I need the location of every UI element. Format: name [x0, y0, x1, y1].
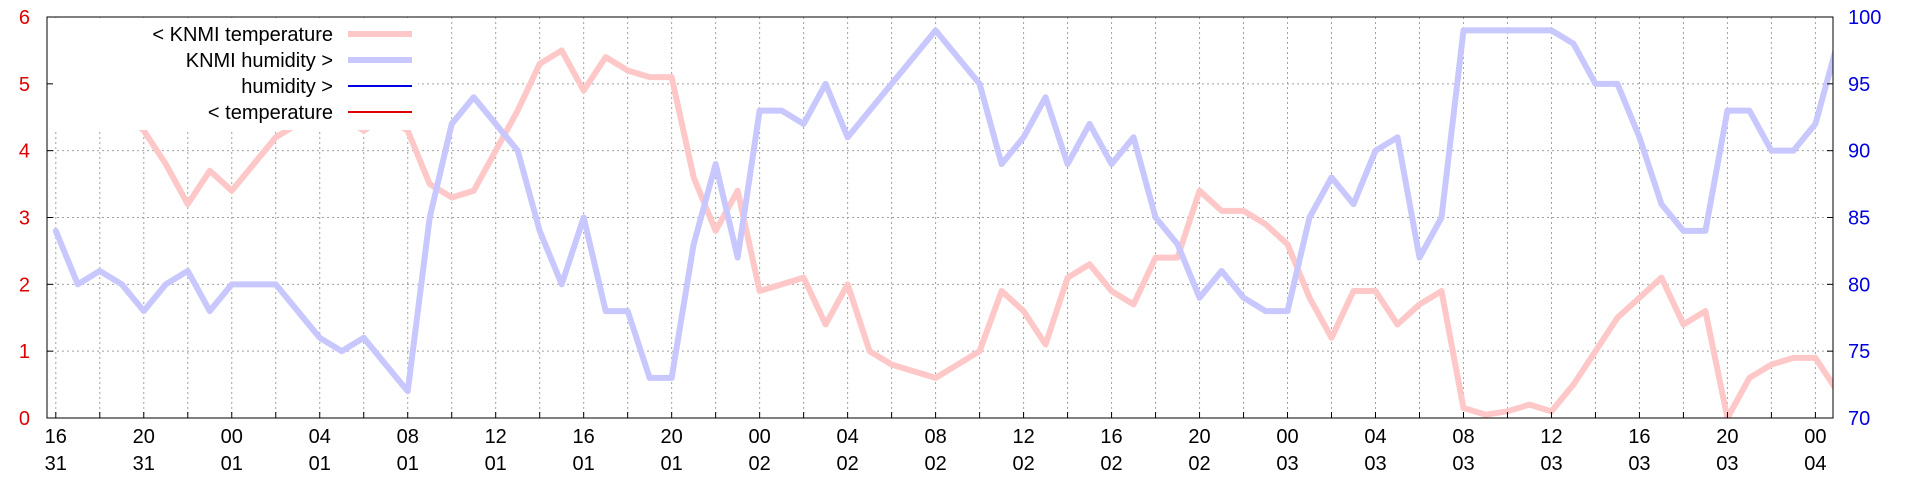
x-tick-label-day: 01 — [573, 453, 595, 475]
x-tick-label-hour: 04 — [1364, 426, 1386, 448]
x-tick-label-day: 02 — [1100, 453, 1122, 475]
axes: 0123456707580859095100163120310001040108… — [19, 7, 1882, 475]
x-tick-label-hour: 16 — [45, 426, 67, 448]
x-tick-label-hour: 08 — [397, 426, 419, 448]
x-tick-label-day: 02 — [924, 453, 946, 475]
series-line-humidity-1 — [52, 27, 1833, 395]
x-tick-label-hour: 20 — [1188, 426, 1210, 448]
x-tick-label-day: 02 — [836, 453, 858, 475]
y-right-tick-label: 95 — [1848, 74, 1870, 96]
y-right-tick-label: 75 — [1848, 341, 1870, 363]
x-tick-label-day: 03 — [1276, 453, 1298, 475]
x-tick-label-hour: 12 — [485, 426, 507, 448]
x-tick-label-day: 03 — [1540, 453, 1562, 475]
x-tick-label-hour: 00 — [1276, 426, 1298, 448]
x-tick-label-hour: 00 — [749, 426, 771, 448]
legend-label: KNMI humidity > — [186, 50, 333, 72]
y-left-tick-label: 6 — [19, 7, 30, 29]
y-left-tick-label: 1 — [19, 341, 30, 363]
x-tick-label-day: 04 — [1804, 453, 1826, 475]
x-tick-label-hour: 04 — [836, 426, 858, 448]
x-tick-label-day: 01 — [221, 453, 243, 475]
x-tick-label-hour: 20 — [133, 426, 155, 448]
x-tick-label-hour: 12 — [1012, 426, 1034, 448]
y-right-tick-label: 100 — [1848, 7, 1881, 29]
legend-label: humidity > — [241, 76, 333, 98]
x-tick-label-hour: 20 — [661, 426, 683, 448]
x-tick-label-hour: 00 — [1804, 426, 1826, 448]
y-left-tick-label: 2 — [19, 274, 30, 296]
legend: < KNMI temperature KNMI humidity > humidit… — [48, 18, 418, 130]
x-tick-label-hour: 12 — [1540, 426, 1562, 448]
x-tick-label-day: 01 — [397, 453, 419, 475]
y-right-tick-label: 80 — [1848, 274, 1870, 296]
x-tick-label-day: 01 — [661, 453, 683, 475]
x-tick-label-day: 02 — [1188, 453, 1210, 475]
x-tick-label-day: 01 — [485, 453, 507, 475]
x-tick-label-day: 03 — [1452, 453, 1474, 475]
x-tick-label-day: 03 — [1364, 453, 1386, 475]
legend-label: < KNMI temperature — [152, 24, 333, 46]
y-right-tick-label: 90 — [1848, 141, 1870, 163]
y-left-tick-label: 3 — [19, 208, 30, 230]
x-tick-label-day: 03 — [1628, 453, 1650, 475]
y-right-tick-label: 70 — [1848, 408, 1870, 430]
x-tick-label-day: 01 — [309, 453, 331, 475]
x-tick-label-hour: 08 — [924, 426, 946, 448]
x-tick-label-hour: 00 — [221, 426, 243, 448]
x-tick-label-hour: 20 — [1716, 426, 1738, 448]
x-tick-label-day: 02 — [1012, 453, 1034, 475]
x-tick-label-hour: 16 — [1628, 426, 1650, 448]
x-tick-label-hour: 16 — [573, 426, 595, 448]
x-tick-label-day: 31 — [45, 453, 67, 475]
y-right-tick-label: 85 — [1848, 208, 1870, 230]
x-tick-label-day: 31 — [133, 453, 155, 475]
x-tick-label-day: 03 — [1716, 453, 1738, 475]
x-tick-label-hour: 04 — [309, 426, 331, 448]
y-left-tick-label: 0 — [19, 408, 30, 430]
y-left-tick-label: 5 — [19, 74, 30, 96]
x-tick-label-hour: 16 — [1100, 426, 1122, 448]
x-tick-label-hour: 08 — [1452, 426, 1474, 448]
legend-label: < temperature — [208, 102, 333, 124]
x-tick-label-day: 02 — [749, 453, 771, 475]
y-left-tick-label: 4 — [19, 141, 30, 163]
